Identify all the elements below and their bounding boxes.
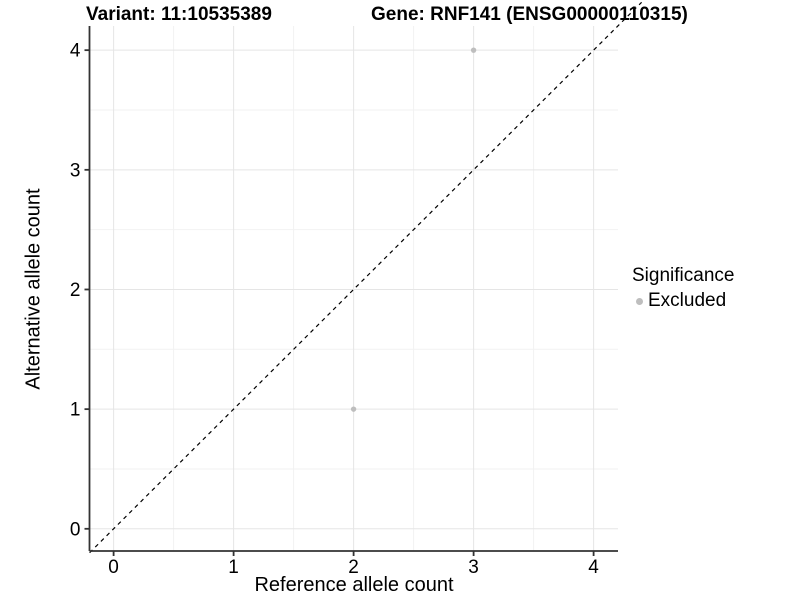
- x-axis-title: Reference allele count: [254, 574, 454, 596]
- x-tick-label: 4: [588, 557, 599, 578]
- y-axis-title: Alternative allele count: [22, 188, 45, 390]
- legend: Significance Excluded: [632, 265, 734, 312]
- legend-item-excluded: Excluded: [636, 290, 734, 312]
- identity-line: [89, 1, 643, 554]
- excluded-point-icon: [636, 297, 643, 305]
- x-tick-label: 1: [228, 557, 239, 578]
- y-tick-label: 1: [70, 400, 81, 421]
- y-tick-label: 4: [70, 41, 81, 62]
- plot-title-variant: Variant: 11:10535389: [86, 4, 272, 25]
- x-tick-label: 0: [108, 557, 119, 578]
- x-tick-label: 3: [468, 557, 479, 578]
- plot-title-gene: Gene: RNF141 (ENSG00000110315): [371, 4, 688, 25]
- y-tick-label: 3: [70, 160, 81, 181]
- x-tick-label: 2: [348, 557, 359, 578]
- data-point: [470, 47, 477, 53]
- legend-title: Significance: [632, 265, 735, 286]
- y-tick-label: 0: [70, 519, 81, 540]
- y-tick-label: 2: [70, 280, 81, 301]
- data-point: [350, 406, 357, 412]
- legend-item-label: Excluded: [648, 290, 727, 311]
